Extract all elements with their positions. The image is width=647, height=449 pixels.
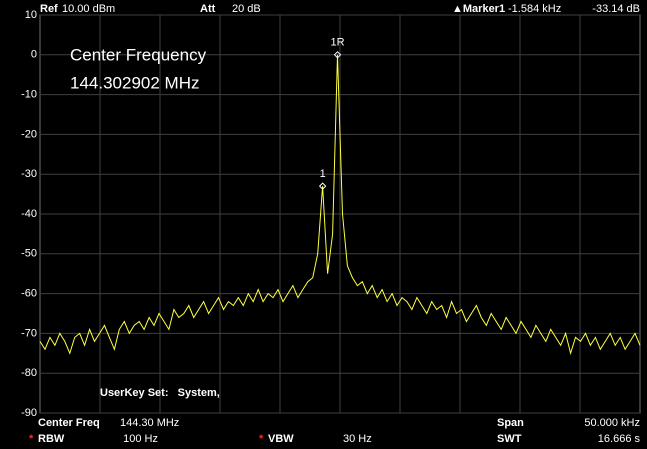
- y-tick-label: 0: [31, 49, 37, 61]
- marker-label: 1: [320, 168, 326, 180]
- y-tick-label: 10: [25, 9, 37, 21]
- rbw-value: 100 Hz: [123, 433, 158, 445]
- marker-diamond: [318, 182, 327, 190]
- y-tick-label: -60: [21, 288, 37, 300]
- marker-label: 1R: [330, 37, 344, 49]
- y-tick-label: -80: [21, 367, 37, 379]
- overlay-line2: 144.302902 MHz: [70, 73, 199, 92]
- y-tick-label: -50: [21, 248, 37, 260]
- rbw-star: *: [29, 433, 34, 445]
- center-label: Center Freq: [38, 417, 100, 429]
- y-tick-label: -20: [21, 128, 37, 140]
- rbw-label: RBW: [38, 433, 65, 445]
- center-value: 144.30 MHz: [120, 417, 179, 429]
- y-tick-label: -10: [21, 89, 37, 101]
- att-value: 20 dB: [232, 3, 261, 15]
- marker-label: ▲Marker1: [452, 3, 505, 15]
- swt-value: 16.666 s: [598, 433, 641, 445]
- overlay-line1: Center Frequency: [70, 45, 207, 64]
- marker-diamond: [333, 51, 342, 59]
- vbw-star: *: [259, 433, 264, 445]
- plot: 10 0 -10 -20 -30 -40 -50 -60 -70 -80 -90 1R 1 Center …: [21, 9, 641, 419]
- ref-label: Ref: [40, 3, 58, 15]
- span-label: Span: [497, 417, 524, 429]
- y-tick-label: -40: [21, 208, 37, 220]
- y-tick-label: -90: [21, 407, 37, 419]
- att-label: Att: [200, 3, 216, 15]
- marker-freq: -1.584 kHz: [508, 3, 561, 15]
- swt-label: SWT: [497, 433, 522, 445]
- span-value: 50.000 kHz: [584, 417, 640, 429]
- vbw-label: VBW: [268, 433, 294, 445]
- vbw-value: 30 Hz: [343, 433, 372, 445]
- ref-value: 10.00 dBm: [62, 3, 115, 15]
- trace: [39, 54, 641, 356]
- userkey: UserKey Set: System,: [100, 387, 220, 399]
- y-tick-label: -30: [21, 168, 37, 180]
- marker-level: -33.14 dB: [592, 3, 640, 15]
- y-tick-label: -70: [21, 327, 37, 339]
